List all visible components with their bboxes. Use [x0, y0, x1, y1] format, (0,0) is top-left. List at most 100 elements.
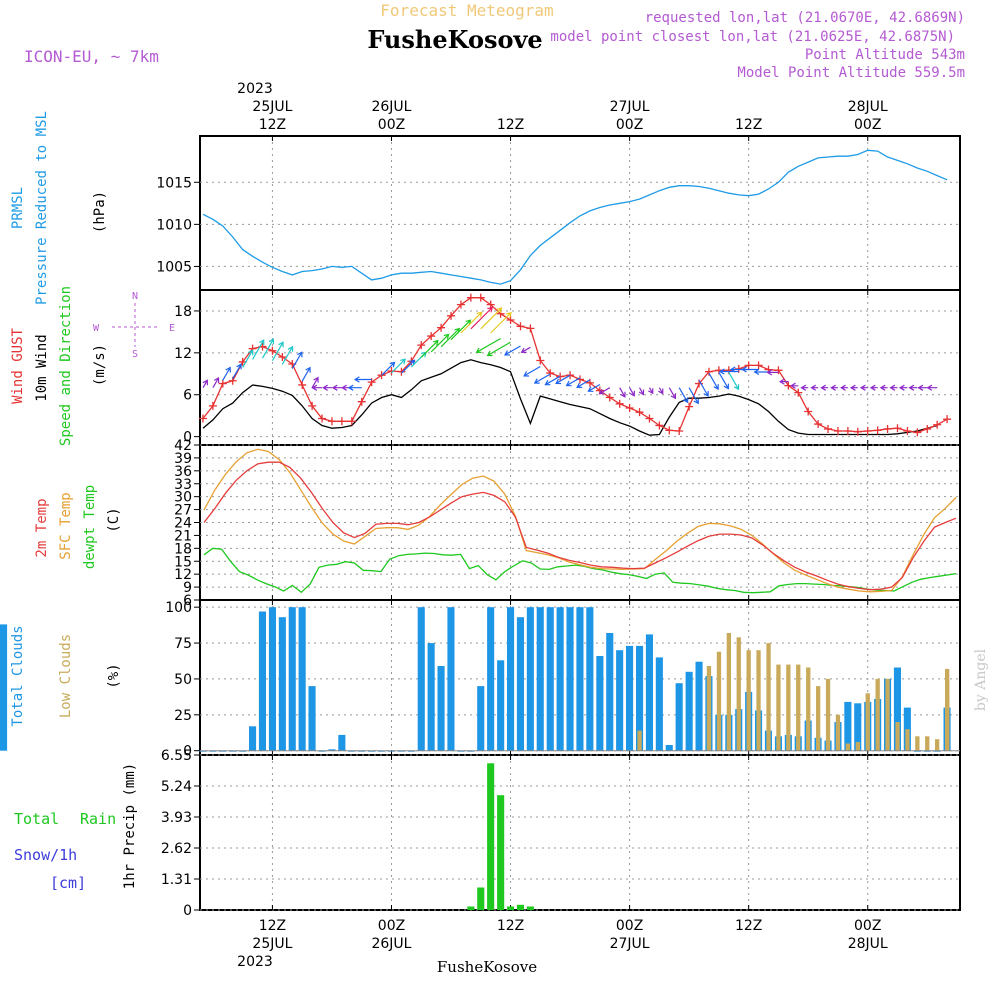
model-altitude: Model Point Altitude 559.5m	[737, 65, 965, 81]
label-precip-unit: 1hr Precip (mm)	[122, 763, 138, 889]
label-speed-direction: Speed and Direction	[58, 286, 74, 446]
label-rain: Rain	[80, 810, 116, 828]
watermark: by Angel	[973, 648, 989, 711]
total-cloud-bar	[457, 750, 465, 752]
total-cloud-bar	[239, 750, 247, 752]
label-clouds-unit: (%)	[106, 663, 122, 688]
wind-direction-arrow	[587, 383, 601, 392]
wind-gust-marker	[615, 399, 624, 408]
bottom-date-label: 26JUL	[371, 936, 411, 952]
panel-frame-2	[199, 289, 961, 446]
low-cloud-bar	[925, 736, 930, 751]
y-tick-label: 9	[183, 580, 192, 596]
y-tick-label: 1015	[156, 175, 192, 191]
wind-direction-arrow	[849, 384, 858, 391]
wind-direction-arrow	[565, 377, 581, 387]
total-cloud-bar	[427, 643, 435, 751]
wind-direction-arrow	[301, 366, 311, 382]
wind-gust-marker	[427, 332, 436, 341]
wind-direction-arrow	[889, 384, 898, 391]
wind-direction-arrow	[648, 387, 654, 395]
low-cloud-bar	[875, 678, 880, 751]
wind-direction-arrow	[718, 372, 729, 390]
wind-gust-marker	[863, 427, 872, 436]
wind-gust-marker	[337, 417, 346, 426]
total-cloud-bar	[923, 750, 931, 752]
compass-s: S	[132, 349, 138, 360]
label-prmsl: PRMSL	[10, 187, 26, 229]
total-cloud-bar	[655, 657, 663, 751]
low-cloud-bar	[945, 707, 950, 751]
forecast-meteogram-title: Forecast Meteogram	[380, 1, 553, 20]
label-wind-unit: (m/s)	[92, 344, 108, 386]
wind-gust-marker	[198, 414, 207, 423]
wind-gust-marker	[526, 324, 535, 333]
total-cloud-bar	[576, 607, 584, 751]
wind-direction-arrow	[576, 379, 591, 388]
wind-gust-marker	[566, 371, 575, 380]
top-date-label: 26JUL	[371, 99, 411, 115]
low-cloud-bar	[726, 633, 731, 751]
total-cloud-bar	[298, 607, 306, 751]
y-tick-label: 3.93	[161, 810, 192, 826]
wind-gust-marker	[655, 421, 664, 430]
wind-direction-arrow	[523, 365, 541, 377]
wind-direction-arrow	[291, 351, 303, 369]
prmsl-line	[202, 149, 948, 285]
rain-bar	[467, 906, 475, 910]
label-sfc-temp: SFC Temp	[58, 492, 74, 559]
wind-gust-marker	[913, 428, 922, 437]
total-cloud-bar	[407, 750, 415, 752]
wind-gust-marker	[278, 353, 287, 362]
total-cloud-bar	[0, 624, 8, 751]
top-date-label: 28JUL	[848, 99, 888, 115]
total-cloud-bar	[606, 633, 614, 751]
wind-direction-arrow	[917, 384, 928, 391]
total-cloud-bar	[378, 750, 386, 752]
wind-gust-marker	[903, 427, 912, 436]
y-tick-label: 50	[174, 672, 192, 688]
wind-gust-marker	[456, 300, 465, 309]
label-2m-temp: 2m Temp	[34, 498, 50, 557]
bottom-date-label: 27JUL	[610, 936, 650, 952]
y-tick-label: 0	[183, 903, 192, 919]
low-cloud-bar	[865, 693, 870, 751]
wind-gust-marker	[357, 397, 366, 406]
wind-direction-arrow	[879, 384, 888, 391]
total-cloud-bar	[348, 750, 356, 752]
rain-bar	[477, 887, 485, 910]
rain-bar	[487, 763, 495, 910]
total-cloud-bar	[308, 686, 316, 751]
wind-gust-marker	[625, 403, 634, 412]
low-cloud-bar	[786, 664, 791, 751]
wind-direction-arrow	[555, 374, 571, 385]
wind-direction-arrow	[810, 384, 819, 391]
wind-direction-arrow	[331, 384, 342, 391]
label-wind-gust: Wind GUST	[10, 328, 26, 404]
wind-gust-marker	[824, 424, 833, 433]
wind-gust-marker	[774, 366, 783, 375]
total-cloud-bar	[665, 745, 673, 751]
wind-direction-arrow	[678, 387, 689, 404]
bottom-date-label: 28JUL	[848, 936, 888, 952]
total-cloud-bar	[447, 607, 455, 751]
low-cloud-bar	[835, 714, 841, 751]
low-cloud-bar	[716, 651, 722, 751]
total-cloud-bar	[596, 656, 604, 751]
total-cloud-bar	[536, 607, 544, 751]
y-tick-label: 15	[174, 554, 192, 570]
wind-gust-marker	[814, 420, 823, 429]
wind-direction-arrow	[490, 311, 512, 334]
wind-gust-marker	[318, 414, 327, 423]
wind-direction-arrow	[544, 375, 561, 386]
bottom-hour-label: 12Z	[497, 918, 524, 934]
wind-gust-marker	[933, 420, 942, 429]
total-cloud-bar	[645, 634, 653, 751]
y-tick-label: 6	[183, 388, 192, 404]
wind-direction-arrow	[790, 382, 799, 389]
top-hour-label: 00Z	[616, 117, 643, 133]
wind-direction-arrow	[347, 384, 362, 391]
low-cloud-bar	[756, 650, 761, 751]
wind-direction-arrow	[533, 373, 551, 384]
y-tick-label: 25	[174, 708, 192, 724]
